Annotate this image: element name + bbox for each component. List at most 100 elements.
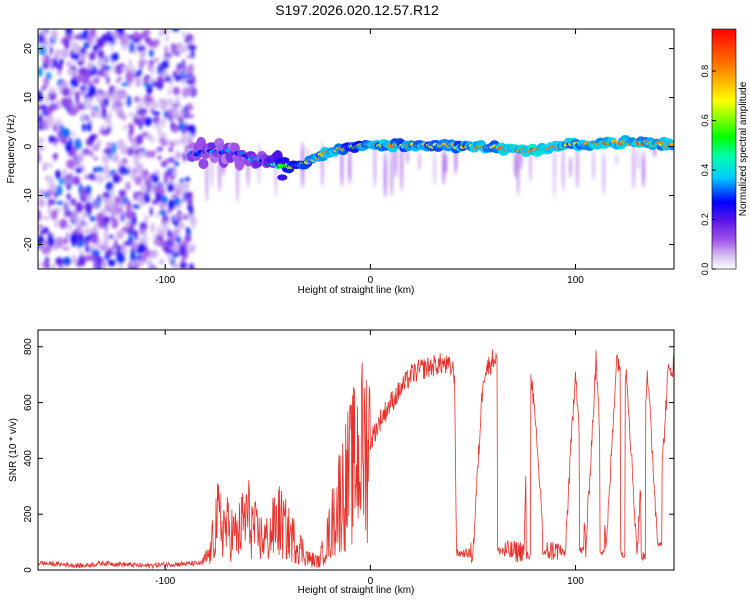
- noise-blob: [191, 219, 196, 229]
- noise-blob: [128, 59, 132, 66]
- noise-blob: [117, 161, 126, 167]
- noise-blob: [103, 70, 110, 76]
- noise-blob: [42, 260, 47, 269]
- snr-x-axis-label: Height of straight line (km): [298, 585, 415, 596]
- noise-blob: [111, 151, 117, 162]
- streak-blob: [205, 151, 209, 203]
- noise-blob: [181, 31, 187, 39]
- noise-blob: [41, 29, 46, 38]
- snr-series-line: [38, 349, 674, 570]
- noise-blob: [118, 91, 126, 98]
- noise-blob: [61, 38, 65, 45]
- noise-blob: [174, 196, 181, 206]
- noise-blob: [76, 240, 84, 248]
- noise-blob: [55, 257, 64, 266]
- noise-blob: [88, 52, 96, 61]
- streak-blob: [373, 137, 377, 189]
- noise-blob: [107, 259, 116, 267]
- snr-axes: -100 0 100 0 200 400 600 800: [23, 330, 674, 587]
- noise-blob: [82, 211, 88, 219]
- noise-blob: [65, 141, 72, 152]
- noise-blob: [108, 35, 115, 42]
- noise-blob: [104, 97, 109, 107]
- noise-blob: [95, 174, 105, 184]
- noise-blob: [65, 231, 70, 240]
- noise-blob: [106, 247, 114, 257]
- noise-blob: [134, 76, 142, 88]
- noise-blob: [145, 133, 153, 141]
- noise-blob: [103, 148, 113, 155]
- noise-blob: [96, 241, 102, 250]
- noise-blob: [55, 185, 63, 196]
- streak-blob: [389, 142, 393, 194]
- noise-blob: [65, 29, 73, 36]
- noise-blob: [129, 41, 135, 53]
- noise-blob: [121, 43, 127, 51]
- noise-blob: [140, 221, 148, 230]
- noise-blob: [80, 112, 86, 122]
- noise-blob: [164, 45, 169, 54]
- noise-blob: [165, 75, 171, 83]
- noise-blob: [45, 95, 49, 105]
- noise-blob: [110, 216, 114, 221]
- noise-blob: [121, 114, 127, 121]
- noise-blob: [114, 237, 118, 250]
- noise-blob: [126, 95, 132, 108]
- noise-blob: [64, 177, 70, 186]
- noise-blob: [187, 243, 194, 254]
- streak-blob: [418, 151, 421, 171]
- noise-blob: [66, 69, 76, 76]
- noise-blob: [182, 134, 189, 143]
- noise-blob: [115, 29, 125, 35]
- noise-blob: [73, 34, 83, 40]
- noise-blob: [170, 230, 174, 239]
- noise-blob: [133, 191, 137, 201]
- noise-blob: [71, 131, 76, 137]
- noise-blob: [133, 156, 140, 167]
- snr-x-tick-label: 100: [567, 576, 584, 587]
- streak-blob: [642, 151, 645, 189]
- noise-blob: [58, 83, 63, 93]
- noise-blob: [172, 70, 177, 79]
- streak-blob: [636, 149, 640, 171]
- noise-blob: [75, 216, 83, 227]
- noise-blob: [142, 82, 151, 87]
- noise-blob: [66, 193, 71, 201]
- noise-blob: [104, 41, 112, 46]
- noise-blob: [149, 150, 156, 159]
- noise-blob: [184, 87, 194, 95]
- noise-blob: [121, 196, 129, 204]
- noise-blob: [184, 184, 189, 194]
- noise-blob: [153, 238, 161, 246]
- noise-blob: [110, 53, 118, 62]
- noise-blob: [158, 78, 166, 83]
- streak-blob: [383, 151, 387, 199]
- noise-blob: [133, 48, 138, 55]
- streak-blob: [348, 148, 352, 185]
- noise-blob: [183, 250, 189, 259]
- noise-blob: [151, 80, 157, 87]
- noise-blob: [75, 160, 80, 166]
- noise-blob: [38, 105, 43, 110]
- noise-blob: [95, 92, 103, 103]
- noise-blob: [145, 149, 150, 159]
- noise-blob: [188, 262, 195, 269]
- noise-blob: [124, 220, 131, 228]
- noise-blob: [62, 246, 70, 251]
- noise-blob: [160, 229, 166, 238]
- noise-blob: [179, 178, 184, 184]
- noise-blob: [86, 196, 91, 202]
- noise-blob: [144, 249, 153, 257]
- noise-blob: [101, 259, 107, 269]
- noise-blob: [83, 174, 90, 180]
- noise-blob: [123, 65, 130, 73]
- noise-blob: [172, 243, 177, 254]
- noise-blob: [170, 47, 178, 56]
- noise-blob: [118, 76, 122, 81]
- noise-blob: [137, 242, 146, 252]
- noise-blob: [70, 233, 77, 244]
- ridge-halo: [198, 158, 209, 170]
- noise-blob: [112, 247, 117, 254]
